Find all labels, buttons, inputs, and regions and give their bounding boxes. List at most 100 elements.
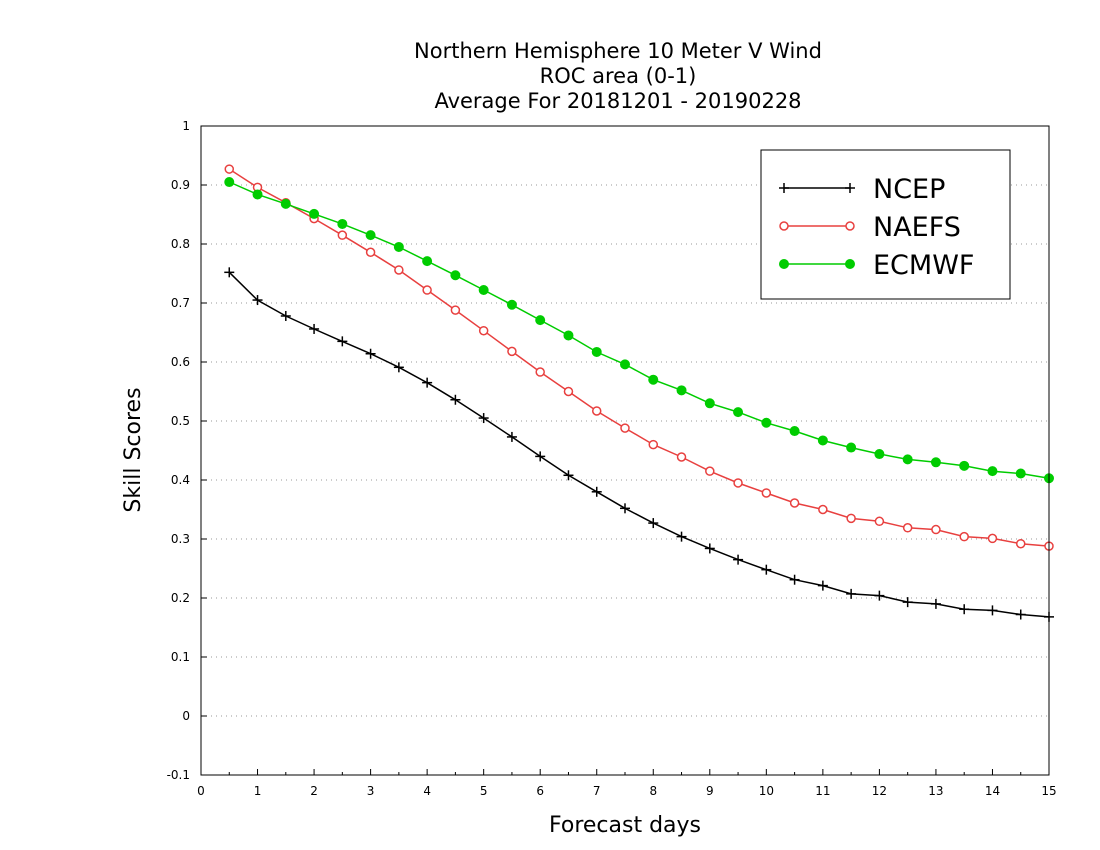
data-point	[478, 413, 489, 424]
data-point	[620, 359, 630, 370]
y-tick-label: 0.8	[171, 237, 190, 251]
data-point	[393, 362, 404, 373]
x-tick-label: 7	[593, 784, 601, 798]
x-tick-label: 4	[423, 784, 431, 798]
data-point	[535, 451, 546, 462]
data-point	[1015, 538, 1026, 549]
y-tick-label: 0.4	[171, 473, 190, 487]
legend-item-naefs: NAEFS	[779, 212, 961, 243]
data-point	[902, 454, 913, 465]
data-point	[563, 330, 574, 341]
data-point	[280, 310, 291, 321]
data-point	[422, 285, 432, 295]
data-point	[591, 406, 602, 416]
data-point	[394, 265, 404, 275]
data-point	[789, 574, 800, 585]
data-point	[959, 460, 970, 471]
data-point	[761, 488, 772, 498]
data-point	[733, 554, 744, 565]
y-tick-label: -0.1	[167, 768, 190, 782]
data-point	[648, 374, 659, 385]
data-point	[676, 452, 687, 462]
data-point	[779, 221, 789, 231]
data-point	[535, 315, 546, 326]
data-point	[450, 270, 461, 281]
data-point	[506, 299, 517, 310]
legend-label: NCEP	[873, 174, 945, 205]
x-tick-label: 2	[310, 784, 318, 798]
x-tick-label: 3	[367, 784, 375, 798]
data-point	[478, 285, 489, 296]
data-point	[365, 348, 376, 359]
data-point	[874, 449, 885, 460]
series-ncep	[224, 267, 1054, 622]
data-point	[846, 588, 857, 599]
data-point	[987, 533, 998, 544]
y-tick-label: 0	[182, 709, 190, 723]
y-tick-label: 0.2	[171, 591, 190, 605]
data-point	[779, 183, 789, 193]
legend-label: NAEFS	[873, 212, 961, 243]
legend-item-ncep: NCEP	[779, 174, 945, 205]
x-axis-label: Forecast days	[549, 813, 701, 838]
data-point	[930, 598, 941, 609]
chart-title-line-1: Northern Hemisphere 10 Meter V Wind	[414, 39, 822, 63]
data-point	[563, 470, 574, 481]
data-point	[563, 386, 574, 397]
data-point	[761, 564, 772, 575]
data-point	[422, 377, 433, 388]
data-point	[450, 394, 461, 405]
data-point	[620, 503, 630, 514]
data-point	[591, 486, 602, 497]
data-point	[704, 398, 715, 409]
x-tick-label: 13	[928, 784, 943, 798]
data-point	[733, 407, 744, 418]
data-point	[676, 531, 687, 542]
data-point	[1015, 609, 1026, 620]
data-point	[761, 417, 772, 428]
x-tick-label: 12	[872, 784, 887, 798]
y-tick-label: 0.1	[171, 650, 190, 664]
x-tick-label: 9	[706, 784, 714, 798]
data-point	[252, 295, 263, 306]
data-point	[224, 267, 235, 278]
data-point	[902, 523, 913, 533]
y-tick-label: 1	[182, 119, 190, 133]
x-tick-label: 8	[649, 784, 657, 798]
data-point	[507, 346, 517, 357]
legend: NCEP NAEFS ECMWF	[760, 149, 1011, 300]
data-point	[309, 208, 320, 219]
series-ecmwf	[224, 177, 1054, 484]
data-point	[874, 516, 885, 527]
y-tick-label: 0.6	[171, 355, 190, 369]
x-tick-label: 5	[480, 784, 488, 798]
data-point	[676, 385, 687, 396]
data-point	[620, 423, 630, 433]
x-tick-label: 11	[815, 784, 830, 798]
data-point	[224, 164, 235, 174]
data-point	[789, 498, 800, 508]
data-point	[930, 457, 941, 468]
y-tick-label: 0.5	[171, 414, 190, 428]
data-point	[648, 518, 659, 529]
y-tick-label: 0.3	[171, 532, 190, 546]
data-point	[478, 325, 489, 336]
data-point	[733, 478, 743, 488]
data-point	[450, 305, 461, 315]
y-tick-label: 0.7	[171, 296, 190, 310]
data-point	[224, 177, 235, 188]
data-point	[846, 513, 856, 524]
data-point	[845, 183, 855, 193]
x-tick-label: 14	[985, 784, 1000, 798]
data-point	[393, 241, 404, 252]
data-point	[789, 426, 800, 437]
y-tick-label: 0.9	[171, 178, 190, 192]
series-group	[224, 164, 1054, 622]
chart-title-line-2: ROC area (0-1)	[540, 64, 697, 88]
data-point	[506, 431, 517, 442]
data-point	[422, 256, 433, 267]
data-point	[704, 543, 715, 554]
data-point	[846, 442, 857, 453]
data-point	[1015, 468, 1026, 479]
